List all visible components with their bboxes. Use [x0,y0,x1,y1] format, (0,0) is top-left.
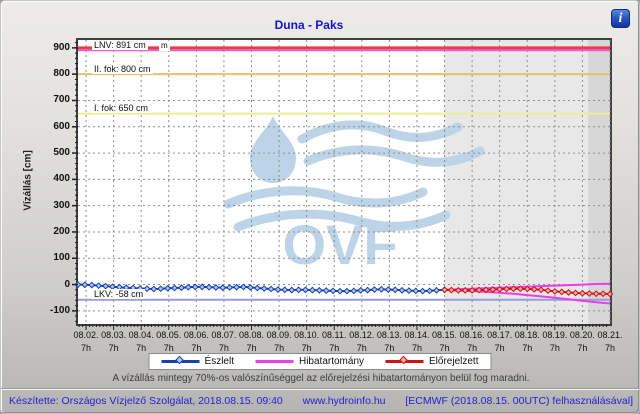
legend-line-sample [386,355,425,365]
y-tick-label: -100 [49,304,70,316]
observed-markers [74,281,448,295]
legend-label: Hibatartomány [298,356,365,367]
y-tick-label: 300 [53,199,70,211]
legend-diamond-marker [399,355,409,365]
forecast-markers [441,285,614,298]
plot-area: OVF m LNV: 891 cm II. fok: 800 cm I. fok: 6… [72,38,614,330]
y-tick-label: 900 [53,41,70,53]
x-tick-hour: 7h [301,343,312,353]
x-tick-hour: 7h [384,343,395,353]
info-button[interactable]: i [611,9,630,28]
x-tick-date: 08.02. [73,330,99,340]
x-tick-date: 08.07. [211,330,237,340]
x-tick-date: 08.18. [514,330,540,340]
y-tick-label: 600 [53,120,70,132]
x-tick-hour: 7h [494,343,505,353]
water-drop-icon [250,116,296,183]
legend-item-forecast: Előrejelzett [386,355,479,367]
x-tick-date: 08.20. [569,330,595,340]
legend-diamond-marker [175,355,184,365]
gridlines [78,40,611,324]
y-tick-label: 200 [53,225,70,237]
ovf-watermark: OVF [223,116,485,276]
footer-website[interactable]: www.hydroinfo.hu [302,395,386,407]
info-icon: i [618,11,623,26]
x-tick-hour: 7h [218,343,229,353]
lkv-line-label: LKV: -58 cm [92,289,146,300]
x-tick-date: 08.04. [128,330,154,340]
y-tick-label: 700 [53,94,70,106]
note-text: A vízállás mintegy 70%-os valószínűségge… [112,373,530,384]
x-tick-hour: 7h [467,343,478,353]
x-tick-date: 08.09. [266,330,292,340]
x-tick-hour: 7h [246,343,257,353]
x-tick-hour: 7h [108,343,119,353]
legend: Észlelt Hibatartomány Előrejelzett [148,353,492,370]
x-tick-date: 08.06. [183,330,209,340]
axis-ticks [72,42,608,330]
x-tick-date: 08.17. [487,330,513,340]
y-tick-label: 100 [53,252,70,264]
data-series [74,281,614,305]
legend-item-band: Hibatartomány [255,356,365,367]
x-tick-hour: 7h [274,343,285,353]
footer-credit: Készítette: Országos Vízjelző Szolgálat,… [9,395,283,407]
watermark-text: OVF [282,213,397,276]
x-tick-hour: 7h [191,343,202,353]
x-tick-date: 08.19. [542,330,568,340]
last-segment-region [588,40,610,324]
x-tick-date: 08.21. [597,330,623,340]
i-fok-line-label: I. fok: 650 cm [92,103,151,114]
y-tick-label: 800 [53,68,70,80]
x-tick-date: 08.14. [404,330,430,340]
x-tick-hour: 7h [163,343,174,353]
footer-bar: Készítette: Országos Vízjelző Szolgálat,… [1,388,639,413]
x-tick-date: 08.08. [238,330,265,340]
legend-line-sample [161,355,200,365]
x-tick-hour: 7h [356,343,367,353]
chart-canvas: OVF [72,40,614,330]
x-tick-date: 08.05. [156,330,182,340]
legend-label: Előrejelzett [429,356,479,367]
x-tick-date: 08.03. [101,330,127,340]
footer-ecmwf: [ECMWF (2018.08.15. 00UTC) felhasználásá… [405,395,633,407]
x-tick-hour: 7h [549,343,560,353]
y-tick-label: 400 [53,173,70,185]
x-tick-hour: 7h [522,343,533,353]
x-tick-date: 08.16. [459,330,485,340]
x-tick-hour: 7h [604,343,615,353]
x-tick-hour: 7h [81,343,92,353]
x-tick-hour: 7h [577,343,588,353]
x-tick-hour: 7h [329,343,340,353]
legend-label: Észlelt [204,356,234,367]
iii-fok-line-label: m [159,40,170,51]
x-tick-date: 08.11. [322,330,347,340]
y-tick-label: 0 [64,278,70,290]
lnv-line-label: LNV: 891 cm [92,39,148,50]
y-tick-label: 500 [53,147,70,159]
x-tick-date: 08.12. [349,330,375,340]
x-tick-hour: 7h [439,343,450,353]
legend-line-sample [255,360,294,363]
x-tick-date: 08.10. [294,330,320,340]
x-tick-hour: 7h [136,343,147,353]
x-tick-hour: 7h [411,343,422,353]
x-tick-date: 08.15. [432,330,458,340]
chart-title: Duna - Paks [274,18,344,32]
legend-item-observed: Észlelt [161,355,234,367]
x-tick-date: 08.13. [376,330,402,340]
ii-fok-line-label: II. fok: 800 cm [92,63,153,74]
